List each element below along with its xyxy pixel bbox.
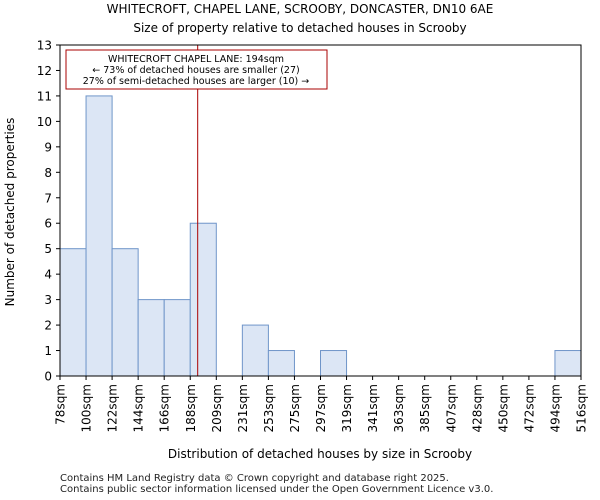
annotation-box: WHITECROFT CHAPEL LANE: 194sqm ← 73% of … [65, 49, 328, 90]
y-tick-label: 6 [44, 217, 52, 231]
x-axis-label: Distribution of detached houses by size … [168, 447, 472, 461]
bar-188sqm [189, 222, 217, 377]
y-tick-label: 9 [44, 140, 52, 154]
annotation-line1: WHITECROFT CHAPEL LANE: 194sqm [108, 54, 284, 65]
y-tick-label: 11 [37, 89, 52, 103]
bar-144sqm [137, 299, 165, 377]
bar-100sqm [85, 95, 113, 377]
y-tick-label: 5 [44, 242, 52, 256]
bar-231sqm [241, 324, 269, 377]
x-axis: 78sqm 100sqm 122sqm 144sqm 166sqm 188sqm 209sq… [54, 376, 589, 432]
y-tick-label: 13 [37, 39, 52, 53]
x-tick-label: 516sqm [575, 384, 589, 432]
bar-78sqm [59, 248, 87, 377]
y-axis-label: Number of detached properties [3, 118, 17, 307]
x-tick-label: 188sqm [184, 384, 198, 432]
x-tick-label: 231sqm [236, 384, 250, 432]
x-tick-label: 407sqm [444, 384, 458, 432]
y-tick-label: 2 [44, 319, 52, 333]
y-tick-label: 12 [37, 64, 52, 78]
x-tick-label: 494sqm [548, 384, 562, 432]
chart-title: WHITECROFT, CHAPEL LANE, SCROOBY, DONCAS… [107, 2, 494, 16]
y-tick-label: 7 [44, 191, 52, 205]
bar-166sqm [163, 299, 191, 377]
x-tick-label: 100sqm [80, 384, 94, 432]
x-tick-label: 385sqm [418, 384, 432, 432]
x-tick-label: 450sqm [496, 384, 510, 432]
y-tick-label: 10 [37, 115, 52, 129]
annotation-line2: ← 73% of detached houses are smaller (27… [92, 65, 299, 76]
footer-line2: Contains public sector information licen… [60, 484, 494, 495]
x-tick-label: 78sqm [54, 384, 68, 425]
x-tick-label: 144sqm [132, 384, 146, 432]
x-tick-label: 297sqm [314, 384, 328, 432]
x-tick-label: 275sqm [288, 384, 302, 432]
x-tick-label: 319sqm [340, 384, 354, 432]
bar-494sqm [554, 350, 582, 377]
y-tick-label: 0 [44, 370, 52, 384]
bars-group [59, 95, 582, 377]
bar-297sqm [320, 350, 348, 377]
x-tick-label: 428sqm [470, 384, 484, 432]
x-tick-label: 472sqm [522, 384, 536, 432]
y-tick-label: 4 [44, 268, 52, 282]
bar-122sqm [111, 248, 139, 377]
x-tick-label: 209sqm [210, 384, 224, 432]
x-tick-label: 363sqm [392, 384, 406, 432]
chart-subtitle: Size of property relative to detached ho… [133, 21, 466, 35]
y-tick-label: 8 [44, 166, 52, 180]
y-tick-label: 3 [44, 293, 52, 307]
annotation-line3: 27% of semi-detached houses are larger (… [83, 76, 310, 87]
x-tick-label: 253sqm [262, 384, 276, 432]
y-tick-label: 1 [44, 344, 52, 358]
x-tick-label: 341sqm [366, 384, 380, 432]
x-tick-label: 166sqm [158, 384, 172, 432]
footer-line1: Contains HM Land Registry data © Crown c… [60, 473, 449, 484]
x-tick-label: 122sqm [106, 384, 120, 432]
bar-253sqm [267, 350, 295, 377]
